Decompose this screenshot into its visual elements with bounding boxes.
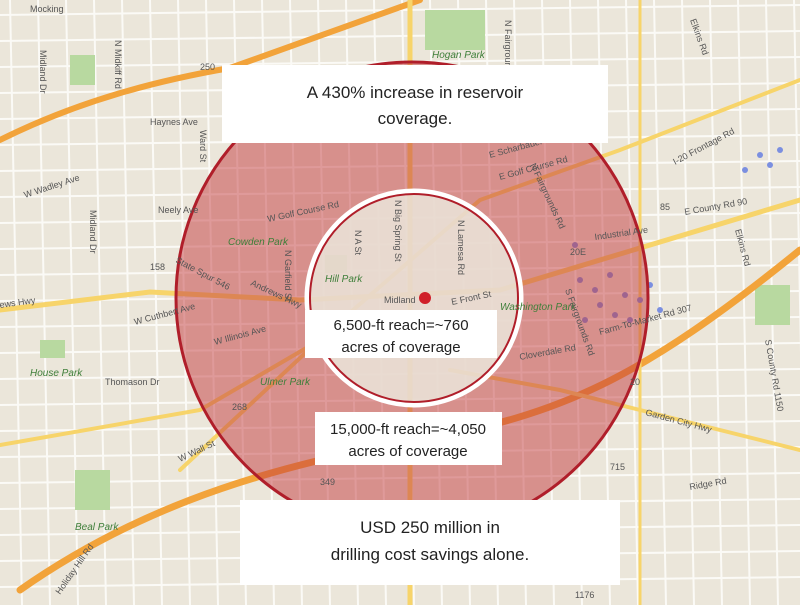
map-label: Neely Ave — [158, 205, 198, 215]
callout-box — [222, 65, 608, 143]
map-label: 349 — [320, 477, 335, 487]
map-label: N Lamesa Rd — [456, 220, 466, 275]
callout-box — [315, 412, 502, 465]
map-label: Washington Park — [500, 302, 577, 313]
map-label: Midland — [384, 295, 416, 305]
map-label: 715 — [610, 462, 625, 472]
street — [653, 0, 667, 605]
callout-box — [240, 500, 620, 585]
map-label: 1176 — [575, 590, 594, 600]
street — [681, 0, 695, 605]
map-label: Midland Dr — [38, 50, 48, 94]
callout-text: acres of coverage — [348, 443, 467, 460]
map-label: 158 — [150, 262, 165, 272]
map-label: 20E — [570, 247, 586, 257]
callout-text: coverage. — [378, 109, 453, 128]
callout-text: USD 250 million in — [360, 518, 500, 537]
map-label: House Park — [30, 368, 83, 379]
callout-text: 6,500-ft reach=~760 — [333, 317, 468, 334]
map-label: Haynes Ave — [150, 117, 198, 127]
map-label: N Garfield St — [283, 250, 293, 302]
map-label: N A St — [353, 230, 363, 256]
map-label: 268 — [232, 402, 247, 412]
street — [709, 0, 723, 605]
street — [793, 0, 800, 353]
well-location — [419, 292, 431, 304]
street — [149, 0, 163, 605]
street — [9, 0, 23, 605]
callout-box — [305, 310, 497, 358]
map-label: N Fairgrounds Rd — [503, 20, 513, 91]
well-dot — [657, 307, 663, 313]
well-dot — [742, 167, 748, 173]
map-label: Hill Park — [325, 274, 363, 285]
inner-reach-outline — [309, 193, 519, 403]
map-label: Ward St — [198, 130, 208, 163]
callout-text: 15,000-ft reach=~4,050 — [330, 421, 486, 438]
street — [0, 30, 800, 42]
street — [737, 0, 751, 605]
map-label: Mocking — [30, 4, 64, 14]
map-label: Thomason Dr — [105, 377, 160, 387]
map-label: Hogan Park — [432, 50, 486, 61]
callout-text: drilling cost savings alone. — [331, 545, 529, 564]
map-label: 20 — [630, 377, 640, 387]
well-dot — [767, 162, 773, 168]
well-dot — [777, 147, 783, 153]
map-label: 250 — [200, 62, 215, 72]
map-label: Midland Dr — [88, 210, 98, 254]
well-dot — [757, 152, 763, 158]
map-label: N Midkiff Rd — [113, 40, 123, 89]
callout-text: A 430% increase in reservoir — [307, 83, 524, 102]
map-label: N Big Spring St — [393, 200, 403, 262]
map-label: Beal Park — [75, 522, 119, 533]
map-label: Ulmer Park — [260, 377, 311, 388]
callout-text: acres of coverage — [341, 339, 460, 356]
map-label: 85 — [660, 202, 670, 212]
map-label: Cowden Park — [228, 237, 289, 248]
street — [121, 0, 135, 605]
